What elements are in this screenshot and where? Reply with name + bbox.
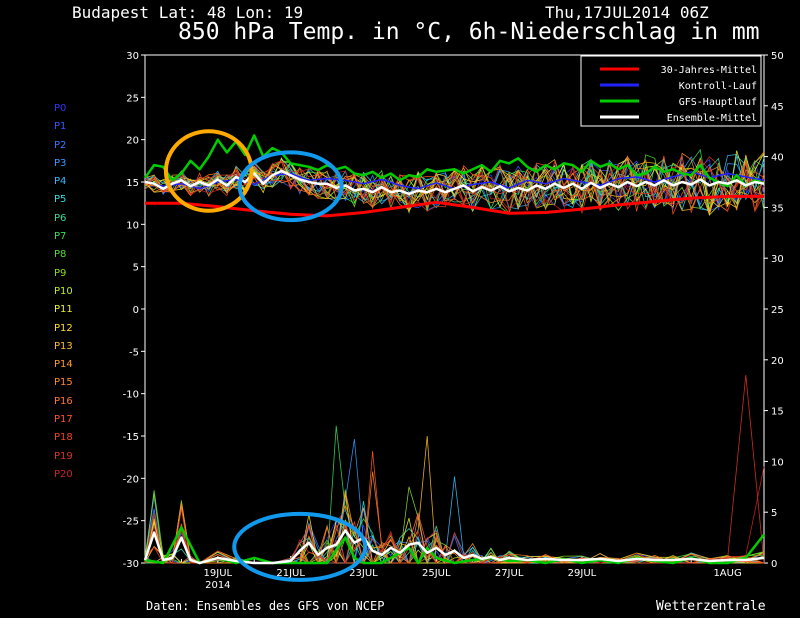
member-label-p12: P12 <box>54 322 73 334</box>
left-tick-label: 15 <box>126 178 139 189</box>
ensemble-mittel-line <box>144 169 765 196</box>
location-header: Budapest Lat: 48 Lon: 19 <box>72 3 304 22</box>
legend: 30-Jahres-Mittel Kontroll-Lauf GFS-Hauptla… <box>580 55 762 127</box>
left-tick-label: 10 <box>126 220 139 231</box>
member-label-p17: P17 <box>54 414 73 426</box>
left-tick-label: 30 <box>126 51 139 62</box>
x-tick-label: 1AUG <box>713 568 741 579</box>
member-label-p2: P2 <box>54 139 67 151</box>
right-tick-label: 40 <box>771 153 784 164</box>
member-precip-line-p3 <box>144 438 765 564</box>
legend-label: Kontroll-Lauf <box>679 81 757 92</box>
member-label-p13: P13 <box>54 340 73 352</box>
right-tick-label: 25 <box>771 305 784 316</box>
ensemble-member-list: P0 P1 P2 P3 P4 P5 P6 P7 P8 P9 P10 P11 P12 P13 P14 P15 P1… <box>54 100 73 484</box>
x-tick-label: 21JUL <box>276 568 305 579</box>
member-label-p9: P9 <box>54 267 67 279</box>
member-label-p1: P1 <box>54 121 67 133</box>
member-label-p4: P4 <box>54 176 67 188</box>
axes: 302520151050-5-10-15-20-25-3050454035302… <box>123 51 784 591</box>
left-tick-label: 20 <box>126 136 139 147</box>
left-tick-label: 25 <box>126 93 139 104</box>
right-tick-label: 10 <box>771 457 784 468</box>
member-label-p0: P0 <box>54 103 67 114</box>
left-tick-label: -30 <box>123 559 139 570</box>
chart-title: 850 hPa Temp. in °C, 6h-Niederschlag in … <box>178 19 760 45</box>
member-label-p19: P19 <box>54 450 73 462</box>
member-precip-line-p17 <box>144 451 765 564</box>
member-label-p6: P6 <box>54 212 67 224</box>
x-tick-label: 19JUL <box>204 568 233 579</box>
right-tick-label: 35 <box>771 203 784 214</box>
member-label-p10: P10 <box>54 285 73 297</box>
member-label-p11: P11 <box>54 304 73 316</box>
legend-label: 30-Jahres-Mittel <box>661 65 757 76</box>
member-label-p15: P15 <box>54 377 73 389</box>
x-tick-label: 27JUL <box>495 568 524 579</box>
highlight-ellipse-3 <box>232 511 368 582</box>
gfs-hauptlauf-line <box>143 134 765 188</box>
30-jahres-mittel-line <box>145 194 764 218</box>
run-date: Thu,17JUL2014 06Z <box>545 3 709 22</box>
member-label-p8: P8 <box>54 249 67 261</box>
brand-name: Wetterzentrale <box>656 599 766 614</box>
highlight-ellipse-2 <box>237 150 344 223</box>
left-tick-label: -20 <box>123 474 139 485</box>
x-tick-label: 23JUL <box>349 568 378 579</box>
left-tick-label: -25 <box>123 517 139 528</box>
legend-label: Ensemble-Mittel <box>667 113 757 124</box>
member-precip-line-p7 <box>145 425 765 564</box>
data-credit: Daten: Ensembles des GFS von NCEP <box>146 599 385 613</box>
annotation-ellipses <box>163 129 368 582</box>
right-tick-label: 15 <box>771 407 784 418</box>
left-tick-label: 5 <box>133 263 139 274</box>
member-label-p14: P14 <box>54 359 73 371</box>
right-tick-label: 50 <box>771 51 784 62</box>
member-label-p3: P3 <box>54 157 67 169</box>
right-tick-label: 5 <box>771 508 777 519</box>
member-label-p7: P7 <box>54 231 67 243</box>
member-label-p20: P20 <box>54 468 73 480</box>
left-tick-label: 0 <box>133 305 139 316</box>
plot-frame <box>144 54 765 564</box>
member-precip-line-p20 <box>144 466 765 564</box>
member-label-p5: P5 <box>54 194 67 206</box>
legend-label: GFS-Hauptlauf <box>679 97 757 108</box>
member-precip-line-p13 <box>144 435 764 564</box>
right-tick-label: 20 <box>771 356 784 367</box>
member-label-p16: P16 <box>54 395 73 407</box>
right-tick-label: 0 <box>771 559 777 570</box>
ensemble-member-lines <box>144 148 765 565</box>
x-tick-label: 29JUL <box>568 568 597 579</box>
left-tick-label: -10 <box>123 390 139 401</box>
left-tick-label: -5 <box>129 347 139 358</box>
left-tick-label: -15 <box>123 432 139 443</box>
x-tick-label: 25JUL <box>422 568 451 579</box>
right-tick-label: 30 <box>771 254 784 265</box>
member-temp-line-p9 <box>144 154 765 212</box>
highlight-ellipse-1 <box>163 129 254 213</box>
member-label-p18: P18 <box>54 432 73 444</box>
x-tick-sublabel: 2014 <box>205 580 230 591</box>
right-tick-label: 45 <box>771 102 784 113</box>
